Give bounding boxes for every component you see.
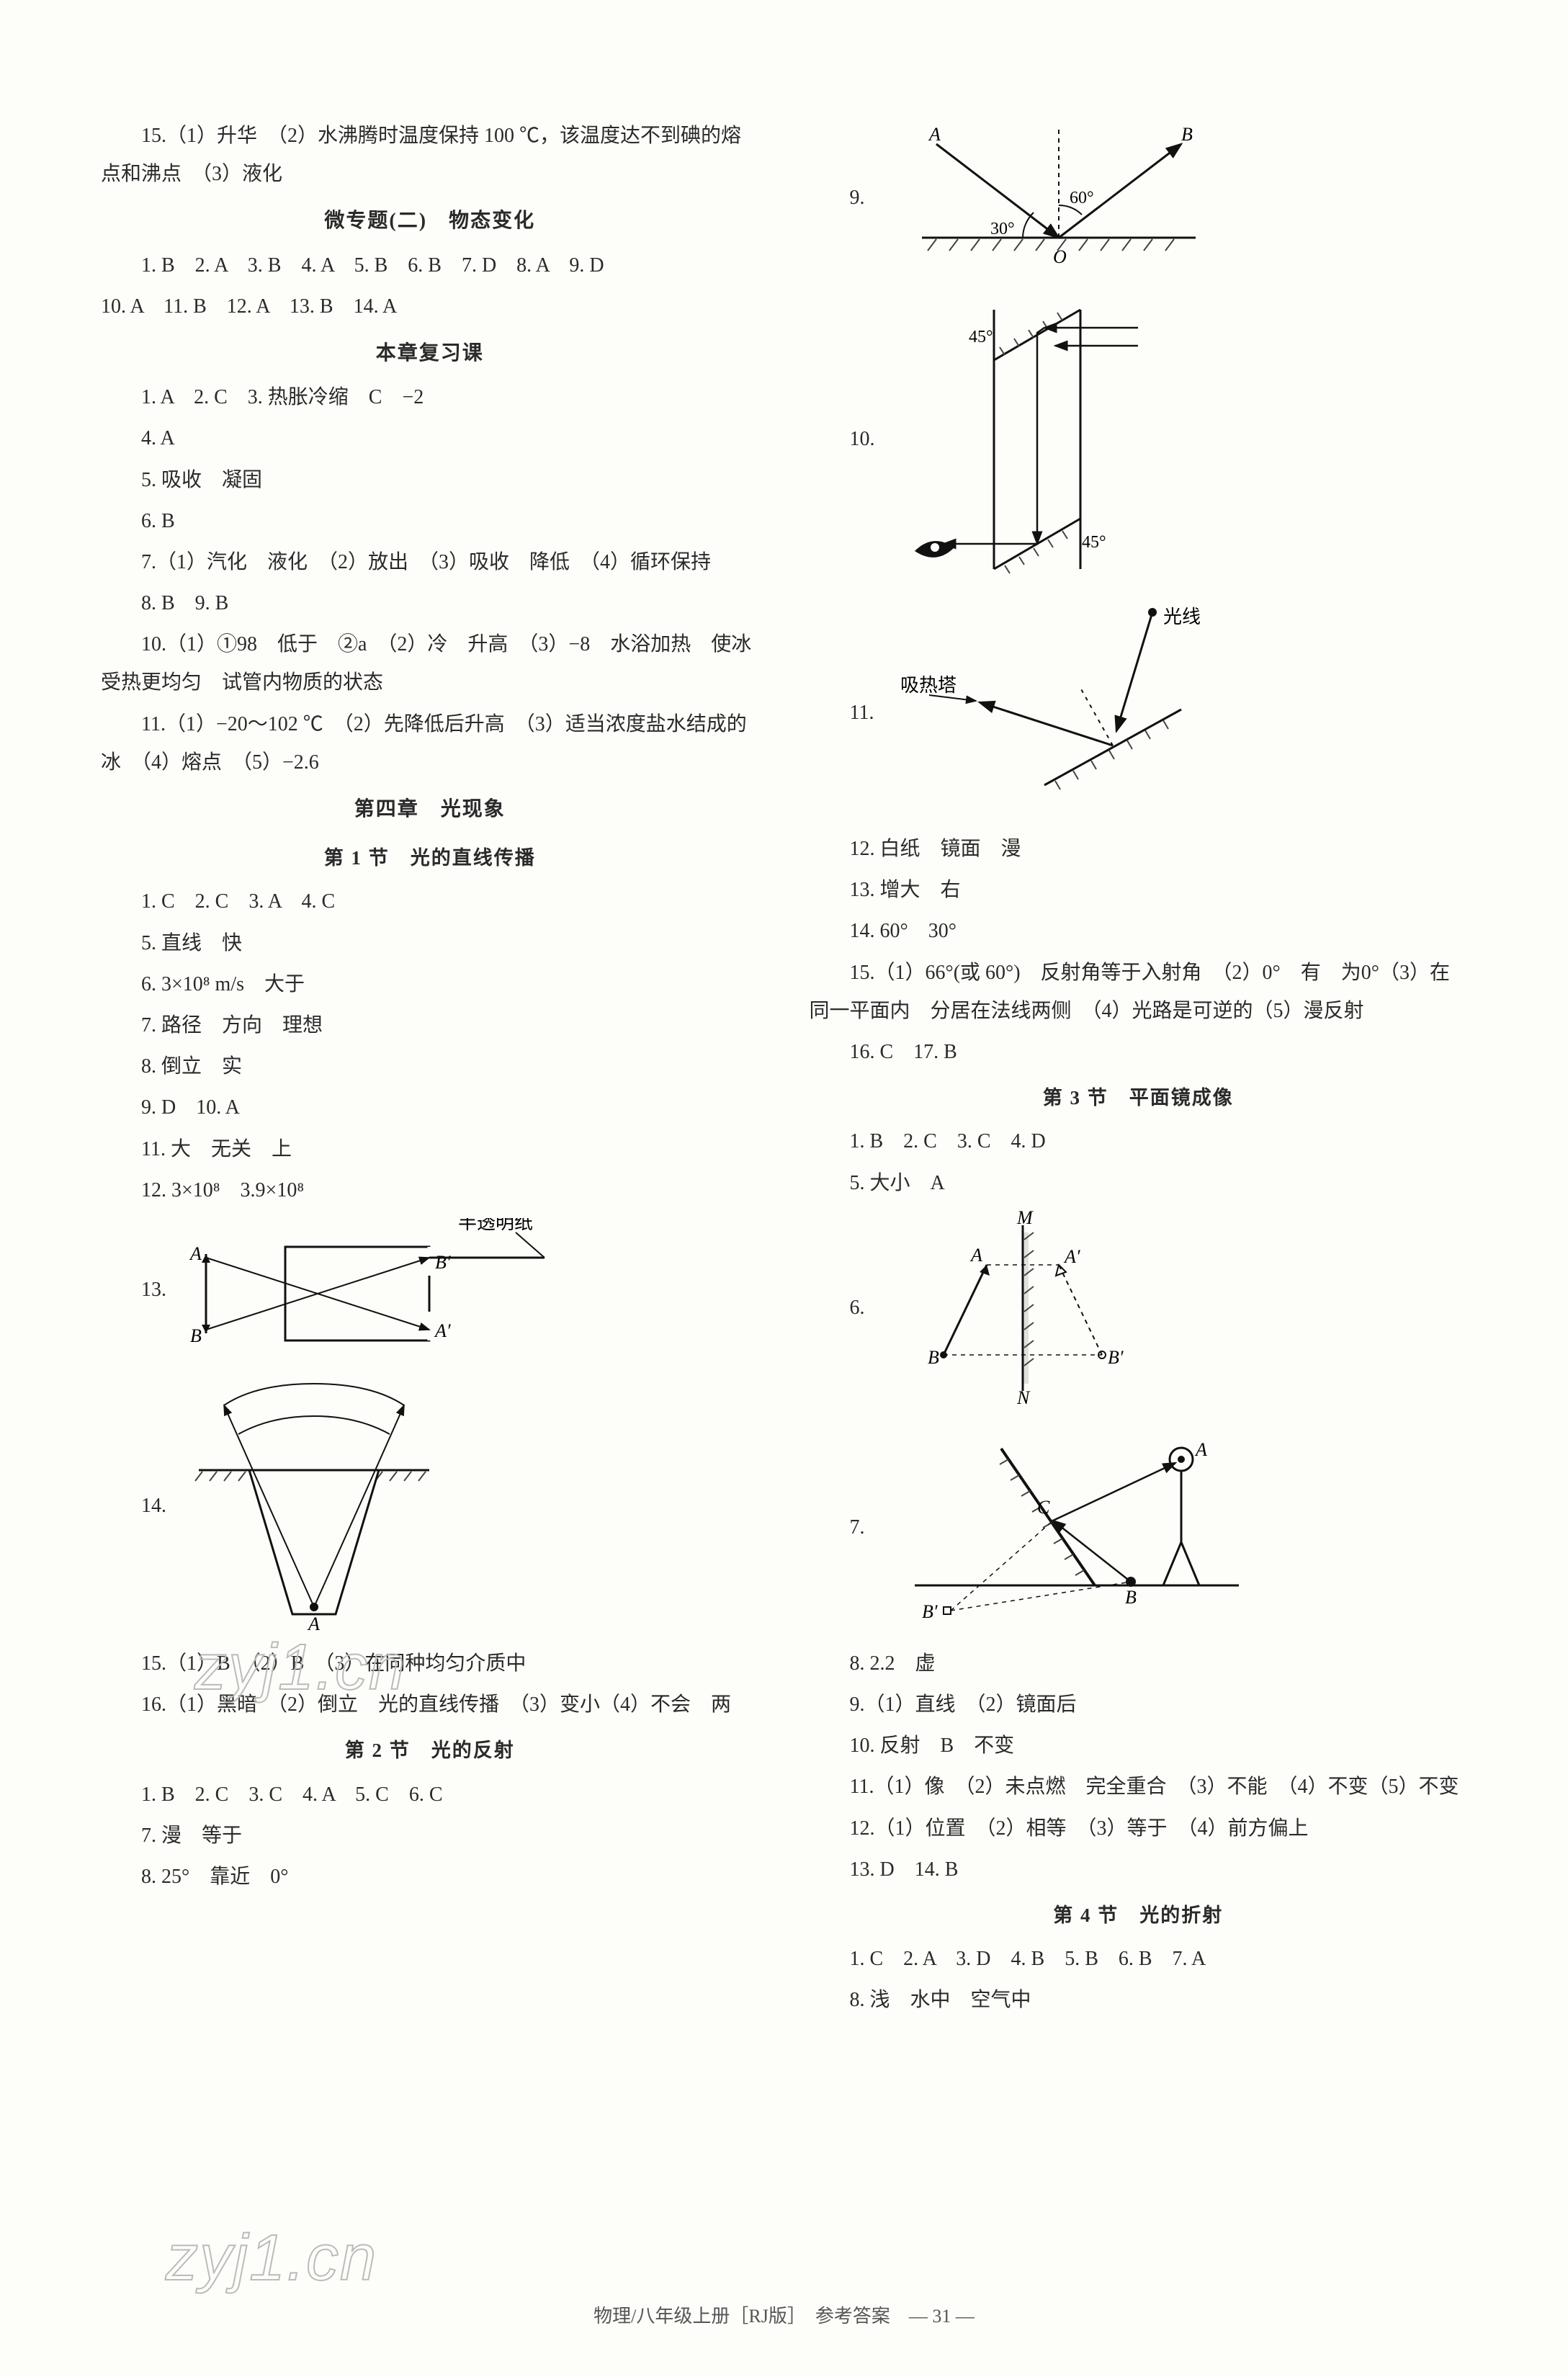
figure-11-row: 11. 光线 — [810, 605, 1468, 821]
s1-12: 12. 3×10⁸ 3.9×10⁸ — [101, 1171, 759, 1209]
fig9-label-O: O — [1053, 246, 1067, 267]
s3-9: 9.（1）直线 （2）镜面后 — [810, 1686, 1468, 1724]
r14: 14. 60° 30° — [810, 912, 1468, 950]
heading-section-4-2: 第 2 节 光的反射 — [101, 1732, 759, 1769]
fig6-label-B: B — [928, 1347, 939, 1368]
figure-14-row: 14. — [101, 1376, 759, 1636]
s1-11: 11. 大 无关 上 — [101, 1130, 759, 1168]
figure-11-number: 11. — [850, 694, 893, 732]
review-10: 10.（1）①98 低于 ②a （2）冷 升高 （3）−8 水浴加热 使冰受热更… — [101, 625, 759, 702]
fig9-label-A: A — [928, 124, 941, 145]
fig6-label-Ap: A′ — [1063, 1246, 1080, 1267]
figure-10-row: 10. — [810, 288, 1468, 591]
review-8-9: 8. B 9. B — [101, 584, 759, 622]
fig13-label-A: A — [189, 1243, 202, 1264]
fig6-label-A: A — [969, 1245, 982, 1266]
review-7: 7.（1）汽化 液化 （2）放出 （3）吸收 降低 （4）循环保持 — [101, 543, 759, 581]
fig13-label-B: B — [190, 1325, 202, 1346]
heading-chapter-4: 第四章 光现象 — [101, 790, 759, 828]
s2-8: 8. 25° 靠近 0° — [101, 1858, 759, 1896]
page-footer: 物理/八年级上册［RJ版］ 参考答案 — 31 — — [101, 2298, 1467, 2334]
micro-answers-1-9: 1. B 2. A 3. B 4. A 5. B 6. B 7. D 8. A … — [101, 246, 759, 285]
left-column: 15.（1）升华 （2）水沸腾时温度保持 100 ℃，该温度达不到碘的熔点和沸点… — [101, 115, 766, 2277]
s3-1-4: 1. B 2. C 3. C 4. D — [810, 1122, 1468, 1160]
figure-7-row: 7. — [810, 1420, 1468, 1636]
figure-14-number: 14. — [141, 1487, 184, 1525]
fig14-label-A: A — [307, 1613, 320, 1634]
fig13-label-Ap: A′ — [434, 1320, 451, 1341]
fig9-angle-30: 30° — [990, 220, 1015, 238]
s3-5: 5. 大小 A — [810, 1164, 1468, 1202]
s4-1-7: 1. C 2. A 3. D 4. B 5. B 6. B 7. A — [810, 1940, 1468, 1978]
right-column: 9. — [802, 115, 1468, 2277]
s3-10: 10. 反射 B 不变 — [810, 1727, 1468, 1765]
s1-1-4: 1. C 2. C 3. A 4. C — [101, 882, 759, 921]
figure-10-periscope-icon: 45° 45° — [893, 288, 1152, 591]
review-5: 5. 吸收 凝固 — [101, 461, 759, 499]
page: 15.（1）升华 （2）水沸腾时温度保持 100 ℃，该温度达不到碘的熔点和沸点… — [0, 0, 1568, 2377]
ans-15: 15.（1）升华 （2）水沸腾时温度保持 100 ℃，该温度达不到碘的熔点和沸点… — [101, 117, 759, 193]
figure-6-row: 6. M N — [810, 1211, 1468, 1405]
fig10-angle-top: 45° — [969, 328, 993, 346]
figure-6-plane-mirror-icon: M N A B A′ B′ — [893, 1211, 1152, 1405]
s3-12: 12.（1）位置 （2）相等 （3）等于 （4）前方偏上 — [810, 1809, 1468, 1848]
fig13-label-Bp: B′ — [435, 1252, 451, 1273]
s1-15: 15.（1）B （2）B （3）在同种均匀介质中 — [101, 1644, 759, 1683]
fig11-label-tower: 吸热塔 — [900, 675, 957, 696]
fig7-label-C: C — [1037, 1497, 1050, 1518]
review-11: 11.（1）−20～102 ℃ （2）先降低后升高 （3）适当浓度盐水结成的冰 … — [101, 705, 759, 782]
s2-1-6: 1. B 2. C 3. C 4. A 5. C 6. C — [101, 1776, 759, 1814]
figure-7-number: 7. — [850, 1508, 893, 1546]
fig11-label-light: 光线 — [1163, 606, 1201, 627]
figure-13-pinhole-icon: A B B′ A′ 半透明纸 — [184, 1218, 559, 1362]
heading-section-4-3: 第 3 节 平面镜成像 — [810, 1080, 1468, 1116]
micro-answers-10-14: 10. A 11. B 12. A 13. B 14. A — [101, 287, 759, 326]
two-column-layout: 15.（1）升华 （2）水沸腾时温度保持 100 ℃，该温度达不到碘的熔点和沸点… — [101, 115, 1467, 2277]
fig9-label-B: B — [1181, 124, 1193, 145]
s1-9-10: 9. D 10. A — [101, 1088, 759, 1127]
r13: 13. 增大 右 — [810, 871, 1468, 909]
s3-13-14: 13. D 14. B — [810, 1850, 1468, 1889]
fig9-angle-60: 60° — [1070, 189, 1094, 207]
heading-chapter-review: 本章复习课 — [101, 334, 759, 372]
s1-7: 7. 路径 方向 理想 — [101, 1006, 759, 1044]
fig6-label-N: N — [1016, 1387, 1031, 1405]
heading-section-4-1: 第 1 节 光的直线传播 — [101, 840, 759, 877]
r16-17: 16. C 17. B — [810, 1033, 1468, 1071]
s4-8: 8. 浅 水中 空气中 — [810, 1981, 1468, 2019]
s3-8: 8. 2.2 虚 — [810, 1644, 1468, 1683]
s3-11: 11.（1）像 （2）未点燃 完全重合 （3）不能 （4）不变（5）不变 — [810, 1768, 1468, 1806]
fig13-label-paper: 半透明纸 — [458, 1218, 533, 1233]
review-1-3: 1. A 2. C 3. 热胀冷缩 C −2 — [101, 378, 759, 416]
figure-14-shadow-icon: A — [184, 1376, 444, 1636]
fig7-label-A: A — [1194, 1439, 1207, 1460]
figure-9-reflection-icon: A B O 30° 60° — [893, 122, 1224, 274]
figure-6-number: 6. — [850, 1289, 893, 1327]
s1-16: 16.（1）黑暗 （2）倒立 光的直线传播 （3）变小（4）不会 两 — [101, 1686, 759, 1724]
heading-micro-topic-2: 微专题(二) 物态变化 — [101, 202, 759, 240]
figure-9-number: 9. — [850, 179, 893, 217]
s1-8: 8. 倒立 实 — [101, 1047, 759, 1085]
s2-7: 7. 漫 等于 — [101, 1817, 759, 1855]
figure-13-row: 13. A B — [101, 1218, 759, 1362]
r12: 12. 白纸 镜面 漫 — [810, 830, 1468, 868]
figure-10-number: 10. — [850, 420, 893, 458]
fig6-label-Bp: B′ — [1108, 1347, 1124, 1368]
s1-6: 6. 3×10⁸ m/s 大于 — [101, 965, 759, 1003]
figure-7-mirror-person-icon: A B C B′ — [893, 1420, 1253, 1636]
figure-11-heliostat-icon: 光线 — [893, 605, 1239, 821]
fig10-angle-bot: 45° — [1082, 533, 1106, 552]
figure-13-number: 13. — [141, 1271, 184, 1309]
fig7-label-Bp: B′ — [922, 1601, 938, 1622]
figure-9-row: 9. — [810, 122, 1468, 274]
heading-section-4-4: 第 4 节 光的折射 — [810, 1897, 1468, 1934]
fig7-label-B: B — [1125, 1587, 1137, 1608]
s1-5: 5. 直线 快 — [101, 924, 759, 962]
r15: 15.（1）66°(或 60°) 反射角等于入射角 （2）0° 有 为0°（3）… — [810, 954, 1468, 1030]
fig6-label-M: M — [1016, 1211, 1034, 1228]
review-4: 4. A — [101, 419, 759, 457]
review-6: 6. B — [101, 502, 759, 540]
